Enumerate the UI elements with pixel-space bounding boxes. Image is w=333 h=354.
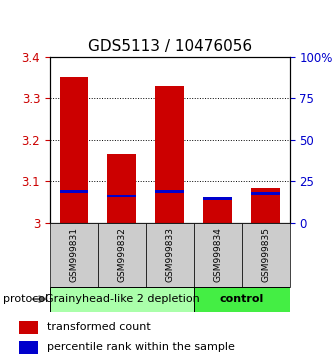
Text: Grainyhead-like 2 depletion: Grainyhead-like 2 depletion — [45, 294, 199, 304]
Bar — [50, 223, 98, 287]
Bar — [108, 154, 136, 223]
Bar — [50, 287, 194, 312]
Bar — [203, 200, 232, 223]
Bar — [156, 190, 184, 193]
Text: GSM999835: GSM999835 — [261, 227, 270, 282]
Text: GSM999832: GSM999832 — [117, 227, 127, 282]
Text: GSM999833: GSM999833 — [165, 227, 174, 282]
Bar — [98, 223, 146, 287]
Bar — [60, 78, 88, 223]
Bar — [19, 321, 38, 334]
Text: control: control — [220, 294, 264, 304]
Title: GDS5113 / 10476056: GDS5113 / 10476056 — [88, 39, 252, 54]
Bar — [108, 195, 136, 198]
Bar — [242, 223, 290, 287]
Bar — [146, 223, 194, 287]
Text: GSM999831: GSM999831 — [69, 227, 79, 282]
Bar — [60, 190, 88, 193]
Bar — [251, 188, 280, 223]
Bar — [19, 341, 38, 354]
Text: transformed count: transformed count — [47, 322, 151, 332]
Bar — [203, 196, 232, 200]
Bar — [156, 86, 184, 223]
Text: protocol: protocol — [3, 294, 49, 304]
Bar — [194, 223, 242, 287]
Text: GSM999834: GSM999834 — [213, 227, 222, 282]
Bar — [194, 287, 290, 312]
Text: percentile rank within the sample: percentile rank within the sample — [47, 342, 235, 352]
Bar — [251, 193, 280, 195]
